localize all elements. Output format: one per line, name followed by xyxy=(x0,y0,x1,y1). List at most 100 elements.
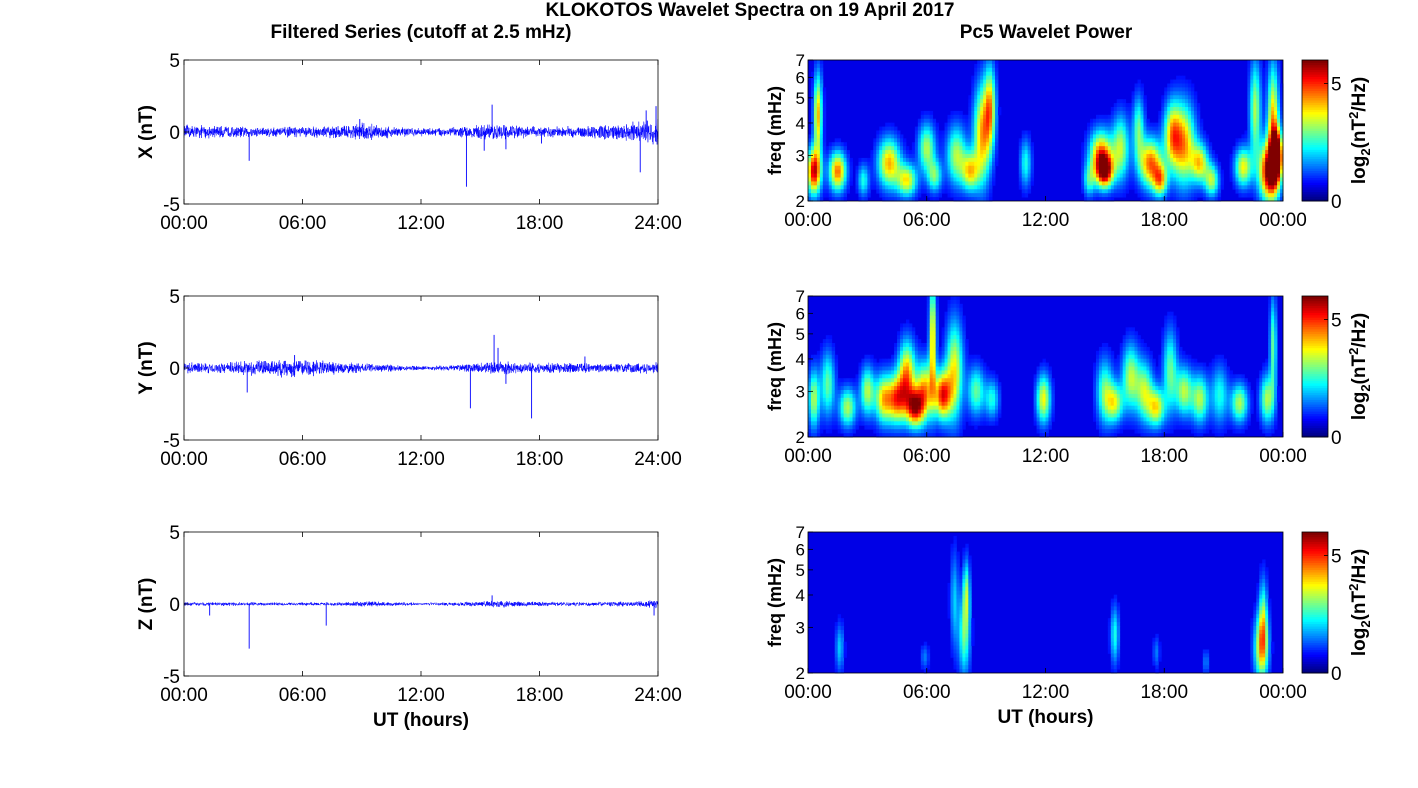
heatmap-cell xyxy=(1125,134,1130,139)
heatmap-cell xyxy=(905,169,910,174)
heatmap-cell xyxy=(879,425,883,430)
heatmap-cell xyxy=(992,79,996,84)
heatmap-cell xyxy=(888,413,892,418)
heatmap-cell xyxy=(962,122,966,127)
heatmap-cell xyxy=(989,67,993,73)
heatmap-cell xyxy=(959,390,963,395)
heatmap-cell xyxy=(843,154,847,159)
heatmap-cell xyxy=(1170,114,1174,120)
heatmap-cell xyxy=(1122,130,1127,135)
heatmap-cell xyxy=(950,118,954,124)
heatmap-cell xyxy=(1104,386,1109,391)
heatmap-cell xyxy=(1158,118,1162,124)
heatmap-cell xyxy=(822,177,827,182)
heatmap-cell xyxy=(846,165,850,171)
heatmap-cell xyxy=(974,114,978,120)
heatmap-cell xyxy=(840,401,845,407)
heatmap-cell xyxy=(810,99,815,104)
heatmap-cell xyxy=(1277,67,1281,73)
heatmap-cell xyxy=(950,350,954,356)
heatmap-cell xyxy=(917,370,922,375)
heatmap-cell xyxy=(941,154,945,159)
heatmap-cell xyxy=(1244,146,1248,151)
heatmap-cell xyxy=(989,150,993,155)
heatmap-cell xyxy=(1199,130,1204,135)
heatmap-cell xyxy=(1146,177,1150,182)
heatmap-cell xyxy=(858,409,862,414)
right-column-title: Pc5 Wavelet Power xyxy=(959,22,1133,43)
heatmap-cell xyxy=(813,197,818,202)
heatmap-cell xyxy=(1205,154,1210,159)
heatmap-cell xyxy=(843,397,847,403)
heatmap-cell xyxy=(864,354,868,360)
heatmap-cell xyxy=(1093,134,1097,139)
heatmap-cell xyxy=(1208,197,1213,202)
heatmap-cell xyxy=(1280,118,1284,124)
heatmap-cell xyxy=(810,95,815,100)
heatmap-cell xyxy=(926,339,931,344)
heatmap-cell xyxy=(873,421,877,426)
heatmap-cell xyxy=(977,71,981,77)
heatmap-cell xyxy=(947,307,951,313)
heatmap-cell xyxy=(935,173,940,178)
heatmap-cell xyxy=(834,382,839,387)
heatmap-cell xyxy=(1036,425,1040,430)
heatmap-cell xyxy=(983,397,987,403)
heatmap-cell xyxy=(1274,146,1278,151)
heatmap-cell xyxy=(864,165,868,171)
heatmap-cell xyxy=(882,433,886,438)
heatmap-cell xyxy=(1140,177,1144,182)
heatmap-cell xyxy=(894,413,898,418)
heatmap-cell xyxy=(870,370,874,375)
heatmap-cell xyxy=(1119,169,1124,174)
heatmap-cell xyxy=(941,346,945,352)
heatmap-cell xyxy=(1113,393,1118,399)
heatmap-cell xyxy=(980,405,984,410)
heatmap-cell xyxy=(935,346,940,352)
heatmap-cell xyxy=(1119,146,1124,151)
heatmap-cell xyxy=(926,146,931,151)
heatmap-cell xyxy=(1182,110,1186,116)
heatmap-cell xyxy=(810,79,815,84)
heatmap-cell xyxy=(920,350,925,356)
heatmap-cell xyxy=(944,386,948,391)
heatmap-cell xyxy=(1190,83,1195,88)
heatmap-cell xyxy=(816,382,821,387)
heatmap-cell xyxy=(897,397,901,403)
heatmap-cell xyxy=(1113,374,1118,379)
heatmap-cell xyxy=(903,374,907,379)
heatmap-cell xyxy=(1161,161,1165,167)
heatmap-cell xyxy=(1277,161,1281,167)
heatmap-cell xyxy=(873,390,877,395)
heatmap-cell xyxy=(983,366,987,371)
heatmap-cell xyxy=(834,370,839,375)
heatmap-cell xyxy=(938,413,942,418)
heatmap-cell xyxy=(882,138,886,143)
heatmap-cell xyxy=(1042,409,1046,414)
heatmap-cell xyxy=(900,370,904,375)
heatmap-cell xyxy=(822,417,827,422)
heatmap-cell xyxy=(810,362,815,367)
heatmap-cell xyxy=(941,370,945,375)
heatmap-cell xyxy=(810,103,815,108)
heatmap-cell xyxy=(1277,83,1281,88)
heatmap-cell xyxy=(828,335,833,340)
heatmap-cell xyxy=(882,150,886,155)
heatmap-cell xyxy=(932,126,937,131)
heatmap-cell xyxy=(947,378,951,383)
heatmap-cell xyxy=(1152,134,1156,139)
heatmap-cell xyxy=(974,146,978,151)
heatmap-cell xyxy=(1104,134,1109,139)
heatmap-cell xyxy=(867,378,871,383)
heatmap-cell xyxy=(813,354,818,360)
heatmap-cell xyxy=(891,130,895,135)
heatmap-cell xyxy=(1110,181,1115,186)
heatmap-cell xyxy=(1128,177,1132,182)
heatmap-cell xyxy=(965,134,969,139)
heatmap-cell xyxy=(813,71,818,77)
colorbar-segment xyxy=(1302,111,1328,115)
heatmap-cell xyxy=(1196,134,1201,139)
heatmap-cell xyxy=(831,150,836,155)
heatmap-cell xyxy=(1033,393,1037,399)
heatmap-cell xyxy=(1167,107,1171,112)
